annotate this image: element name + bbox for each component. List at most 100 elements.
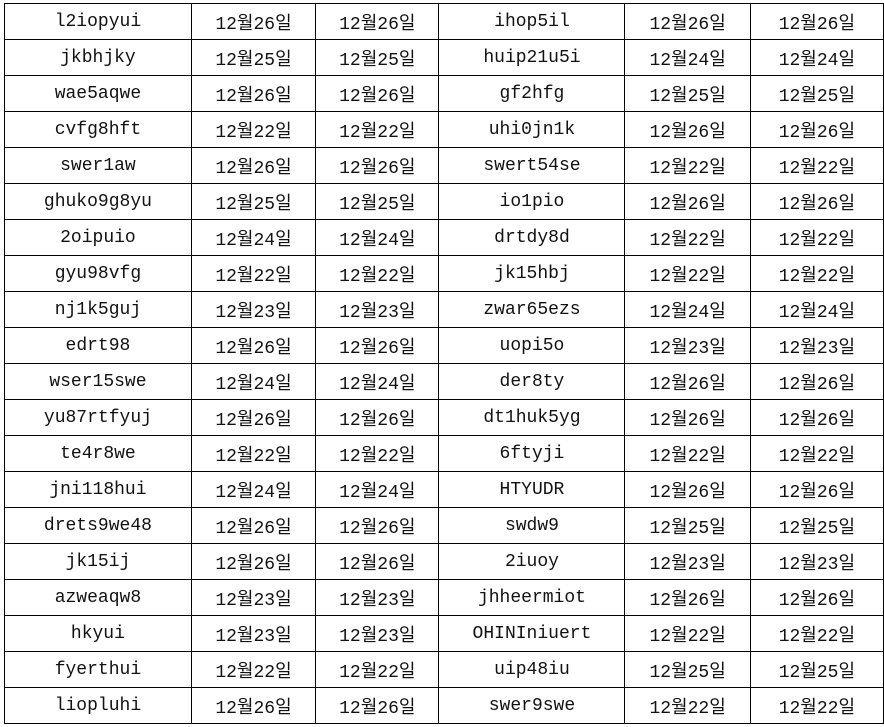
date-cell[interactable]: 12월25일 xyxy=(315,183,440,220)
code-cell[interactable]: zwar65ezs xyxy=(438,291,626,328)
date-cell[interactable]: 12월26일 xyxy=(749,111,884,148)
code-cell[interactable]: uopi5o xyxy=(438,327,626,364)
date-cell[interactable]: 12월26일 xyxy=(190,75,317,112)
code-cell[interactable]: yu87rtfyuj xyxy=(4,399,192,436)
date-cell[interactable]: 12월26일 xyxy=(190,687,317,724)
date-cell[interactable]: 12월23일 xyxy=(190,579,317,616)
code-cell[interactable]: swer1aw xyxy=(4,147,192,184)
date-cell[interactable]: 12월22일 xyxy=(315,435,440,472)
date-cell[interactable]: 12월26일 xyxy=(749,471,884,508)
code-cell[interactable]: der8ty xyxy=(438,363,626,400)
code-cell[interactable]: 6ftyji xyxy=(438,435,626,472)
code-cell[interactable]: HTYUDR xyxy=(438,471,626,508)
code-cell[interactable]: l2iopyui xyxy=(4,3,192,40)
date-cell[interactable]: 12월22일 xyxy=(190,651,317,688)
date-cell[interactable]: 12월26일 xyxy=(624,3,751,40)
code-cell[interactable]: drtdy8d xyxy=(438,219,626,256)
date-cell[interactable]: 12월23일 xyxy=(749,327,884,364)
date-cell[interactable]: 12월26일 xyxy=(749,399,884,436)
date-cell[interactable]: 12월22일 xyxy=(624,147,751,184)
code-cell[interactable]: hkyui xyxy=(4,615,192,652)
date-cell[interactable]: 12월26일 xyxy=(315,507,440,544)
date-cell[interactable]: 12월23일 xyxy=(315,291,440,328)
code-cell[interactable]: nj1k5guj xyxy=(4,291,192,328)
date-cell[interactable]: 12월24일 xyxy=(749,291,884,328)
code-cell[interactable]: ghuko9g8yu xyxy=(4,183,192,220)
code-cell[interactable]: uhi0jn1k xyxy=(438,111,626,148)
date-cell[interactable]: 12월22일 xyxy=(190,111,317,148)
code-cell[interactable]: swer9swe xyxy=(438,687,626,724)
date-cell[interactable]: 12월25일 xyxy=(624,507,751,544)
date-cell[interactable]: 12월26일 xyxy=(315,543,440,580)
code-cell[interactable]: uip48iu xyxy=(438,651,626,688)
date-cell[interactable]: 12월26일 xyxy=(315,327,440,364)
date-cell[interactable]: 12월24일 xyxy=(749,39,884,76)
date-cell[interactable]: 12월22일 xyxy=(315,111,440,148)
code-cell[interactable]: fyerthui xyxy=(4,651,192,688)
date-cell[interactable]: 12월26일 xyxy=(624,363,751,400)
code-cell[interactable]: OHINIniuert xyxy=(438,615,626,652)
date-cell[interactable]: 12월26일 xyxy=(190,3,317,40)
date-cell[interactable]: 12월26일 xyxy=(624,399,751,436)
date-cell[interactable]: 12월25일 xyxy=(315,39,440,76)
code-cell[interactable]: jk15hbj xyxy=(438,255,626,292)
code-cell[interactable]: jk15ij xyxy=(4,543,192,580)
date-cell[interactable]: 12월24일 xyxy=(624,291,751,328)
date-cell[interactable]: 12월26일 xyxy=(749,363,884,400)
date-cell[interactable]: 12월23일 xyxy=(315,615,440,652)
date-cell[interactable]: 12월26일 xyxy=(749,3,884,40)
date-cell[interactable]: 12월22일 xyxy=(190,255,317,292)
code-cell[interactable]: dt1huk5yg xyxy=(438,399,626,436)
code-cell[interactable]: gf2hfg xyxy=(438,75,626,112)
date-cell[interactable]: 12월26일 xyxy=(190,399,317,436)
date-cell[interactable]: 12월26일 xyxy=(315,687,440,724)
date-cell[interactable]: 12월26일 xyxy=(315,75,440,112)
date-cell[interactable]: 12월26일 xyxy=(624,111,751,148)
date-cell[interactable]: 12월26일 xyxy=(315,3,440,40)
date-cell[interactable]: 12월24일 xyxy=(190,219,317,256)
date-cell[interactable]: 12월24일 xyxy=(190,363,317,400)
date-cell[interactable]: 12월23일 xyxy=(624,327,751,364)
date-cell[interactable]: 12월24일 xyxy=(624,39,751,76)
code-cell[interactable]: io1pio xyxy=(438,183,626,220)
date-cell[interactable]: 12월26일 xyxy=(624,471,751,508)
code-cell[interactable]: huip21u5i xyxy=(438,39,626,76)
date-cell[interactable]: 12월22일 xyxy=(624,687,751,724)
code-cell[interactable]: wser15swe xyxy=(4,363,192,400)
date-cell[interactable]: 12월22일 xyxy=(624,435,751,472)
code-cell[interactable]: liopluhi xyxy=(4,687,192,724)
code-cell[interactable]: swdw9 xyxy=(438,507,626,544)
date-cell[interactable]: 12월23일 xyxy=(749,543,884,580)
date-cell[interactable]: 12월22일 xyxy=(624,615,751,652)
date-cell[interactable]: 12월22일 xyxy=(749,615,884,652)
code-cell[interactable]: swert54se xyxy=(438,147,626,184)
date-cell[interactable]: 12월25일 xyxy=(190,39,317,76)
date-cell[interactable]: 12월25일 xyxy=(624,75,751,112)
date-cell[interactable]: 12월24일 xyxy=(315,219,440,256)
date-cell[interactable]: 12월22일 xyxy=(749,687,884,724)
date-cell[interactable]: 12월26일 xyxy=(749,579,884,616)
date-cell[interactable]: 12월26일 xyxy=(624,183,751,220)
date-cell[interactable]: 12월26일 xyxy=(190,147,317,184)
date-cell[interactable]: 12월22일 xyxy=(749,147,884,184)
code-cell[interactable]: edrt98 xyxy=(4,327,192,364)
date-cell[interactable]: 12월22일 xyxy=(624,219,751,256)
date-cell[interactable]: 12월25일 xyxy=(190,183,317,220)
date-cell[interactable]: 12월22일 xyxy=(749,435,884,472)
date-cell[interactable]: 12월22일 xyxy=(749,255,884,292)
date-cell[interactable]: 12월26일 xyxy=(624,579,751,616)
code-cell[interactable]: 2iuoy xyxy=(438,543,626,580)
date-cell[interactable]: 12월22일 xyxy=(315,651,440,688)
code-cell[interactable]: cvfg8hft xyxy=(4,111,192,148)
date-cell[interactable]: 12월25일 xyxy=(749,75,884,112)
date-cell[interactable]: 12월25일 xyxy=(749,651,884,688)
code-cell[interactable]: wae5aqwe xyxy=(4,75,192,112)
date-cell[interactable]: 12월23일 xyxy=(624,543,751,580)
date-cell[interactable]: 12월25일 xyxy=(624,651,751,688)
date-cell[interactable]: 12월26일 xyxy=(190,327,317,364)
date-cell[interactable]: 12월23일 xyxy=(190,615,317,652)
code-cell[interactable]: azweaqw8 xyxy=(4,579,192,616)
code-cell[interactable]: drets9we48 xyxy=(4,507,192,544)
code-cell[interactable]: jhheermiot xyxy=(438,579,626,616)
code-cell[interactable]: gyu98vfg xyxy=(4,255,192,292)
